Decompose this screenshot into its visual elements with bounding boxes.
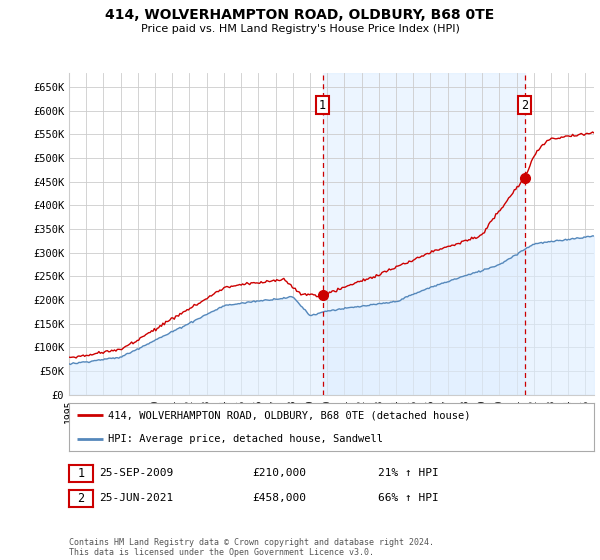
Text: 25-JUN-2021: 25-JUN-2021 — [99, 493, 173, 503]
Text: 21% ↑ HPI: 21% ↑ HPI — [378, 468, 439, 478]
Text: 66% ↑ HPI: 66% ↑ HPI — [378, 493, 439, 503]
Text: 1: 1 — [77, 466, 85, 480]
Text: HPI: Average price, detached house, Sandwell: HPI: Average price, detached house, Sand… — [109, 434, 383, 444]
Text: 2: 2 — [77, 492, 85, 505]
Text: 414, WOLVERHAMPTON ROAD, OLDBURY, B68 0TE: 414, WOLVERHAMPTON ROAD, OLDBURY, B68 0T… — [106, 8, 494, 22]
Text: Contains HM Land Registry data © Crown copyright and database right 2024.
This d: Contains HM Land Registry data © Crown c… — [69, 538, 434, 557]
Text: Price paid vs. HM Land Registry's House Price Index (HPI): Price paid vs. HM Land Registry's House … — [140, 24, 460, 34]
Text: £458,000: £458,000 — [252, 493, 306, 503]
Text: 25-SEP-2009: 25-SEP-2009 — [99, 468, 173, 478]
Text: 414, WOLVERHAMPTON ROAD, OLDBURY, B68 0TE (detached house): 414, WOLVERHAMPTON ROAD, OLDBURY, B68 0T… — [109, 410, 471, 420]
Text: 1: 1 — [319, 99, 326, 111]
Bar — [323, 73, 525, 395]
Text: 2: 2 — [521, 99, 529, 111]
Text: £210,000: £210,000 — [252, 468, 306, 478]
